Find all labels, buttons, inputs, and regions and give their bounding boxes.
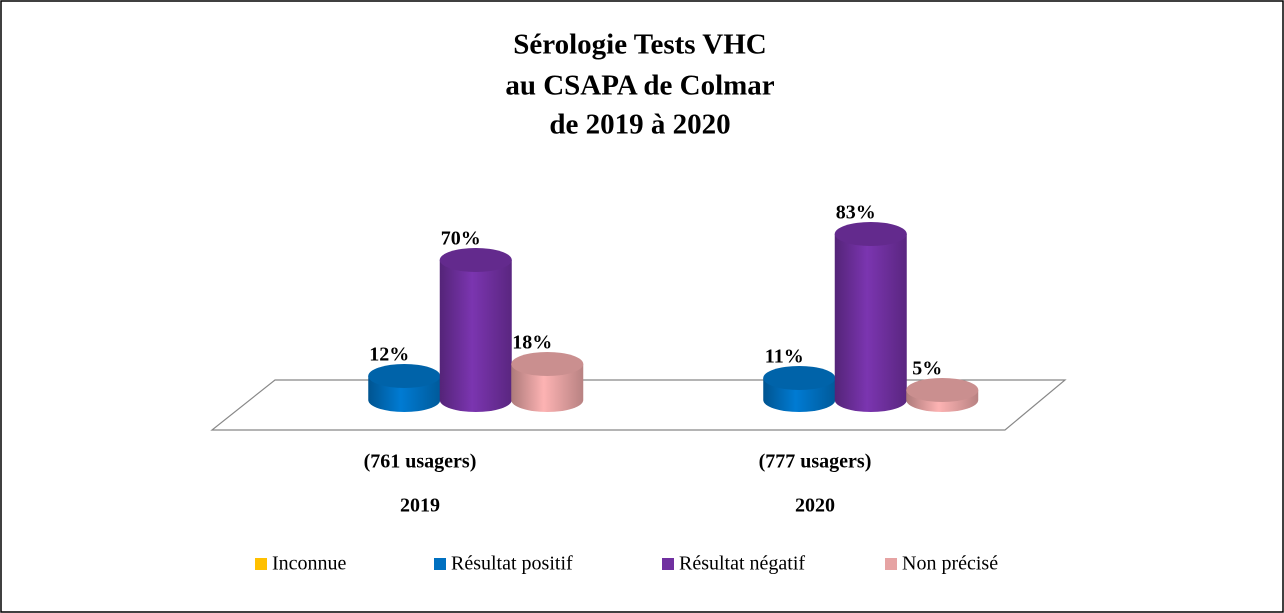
bar-body xyxy=(439,260,512,413)
bar-body xyxy=(834,234,907,413)
legend-swatch xyxy=(662,558,674,570)
data-label: 83% xyxy=(836,202,876,224)
chart-title: Sérologie Tests VHC xyxy=(513,29,767,61)
legend-label: Résultat positif xyxy=(451,553,573,575)
x-tick-label: 2020 xyxy=(795,495,835,517)
x-tick-label: 2019 xyxy=(400,495,440,517)
bar-top xyxy=(763,366,836,390)
bar-top xyxy=(368,364,441,388)
bar-top xyxy=(906,378,979,402)
legend-label: Résultat négatif xyxy=(679,553,805,575)
bar-top xyxy=(439,248,512,272)
legend-label: Non précisé xyxy=(902,553,998,575)
bar-body xyxy=(511,364,584,413)
bar-top xyxy=(834,222,907,246)
legend-label: Inconnue xyxy=(272,553,347,575)
data-label: 12% xyxy=(369,344,409,366)
bar-top xyxy=(511,352,584,376)
data-label: 5% xyxy=(912,358,942,380)
legend-swatch xyxy=(255,558,267,570)
legend-swatch xyxy=(885,558,897,570)
category-note: (761 usagers) xyxy=(364,451,477,473)
legend-swatch xyxy=(434,558,446,570)
data-label: 11% xyxy=(765,346,804,368)
data-label: 18% xyxy=(512,332,552,354)
chart-title: de 2019 à 2020 xyxy=(549,109,730,141)
chart-title: au CSAPA de Colmar xyxy=(505,70,774,102)
category-note: (777 usagers) xyxy=(759,451,872,473)
data-label: 70% xyxy=(441,228,481,250)
